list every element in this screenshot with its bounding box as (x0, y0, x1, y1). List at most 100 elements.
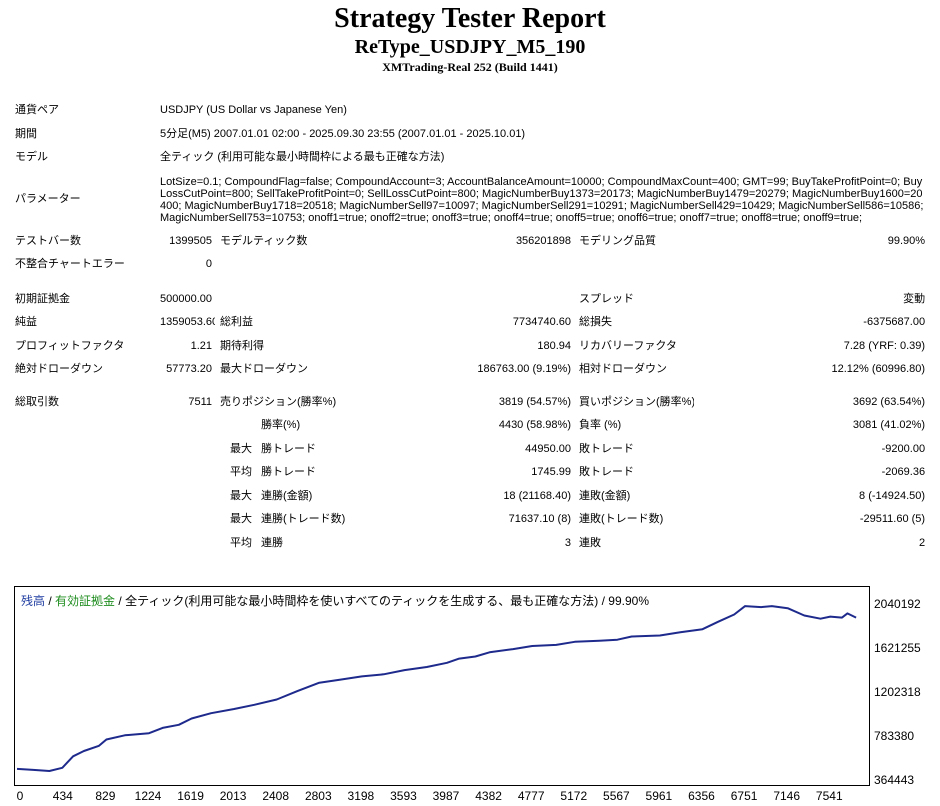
report-table: 通貨ペア USDJPY (US Dollar vs Japanese Yen) … (10, 99, 928, 555)
x-tick-label: 4382 (475, 789, 502, 803)
mismatch-row: 不整合チャートエラー 0 (10, 253, 928, 277)
model-value: 全ティック (利用可能な最小時間枠による最も正確な方法) (160, 151, 445, 164)
chart-plot-area: 残高 / 有効証拠金 / 全ティック(利用可能な最小時間枠を使いすべてのティック… (14, 586, 870, 786)
gross-loss-value: -6375687.00 (863, 316, 926, 329)
cons-wins-row: 最大 連勝(金額) 18 (21168.40) 連敗(金額) 8 (-14924… (10, 485, 928, 509)
x-tick-label: 829 (95, 789, 116, 803)
cons-losses-label: 連敗(金額) (579, 489, 631, 502)
avg-cons-wins-label: 連勝 (261, 536, 283, 549)
symbol-row: 通貨ペア USDJPY (US Dollar vs Japanese Yen) (10, 99, 928, 123)
x-tick-label: 6751 (730, 789, 758, 803)
y-tick-label: 364443 (874, 773, 915, 787)
deposit-value: 500000.00 (160, 292, 212, 305)
bars-value: 1399505 (169, 234, 212, 247)
y-tick-label: 783380 (874, 729, 915, 743)
x-tick-label: 7146 (773, 789, 801, 803)
abs-dd-value: 57773.20 (166, 363, 212, 376)
largest-loss-value: -9200.00 (881, 442, 926, 455)
legend-separator: / (45, 594, 56, 608)
report-subtitle: ReType_USDJPY_M5_190 (354, 36, 586, 58)
report-header: Strategy Tester Report ReType_USDJPY_M5_… (0, 0, 940, 75)
total-trades-value: 7511 (188, 395, 212, 408)
x-tick-label: 5567 (603, 789, 630, 803)
max-dd-label: 最大ドローダウン (220, 363, 308, 376)
loss-value: 3081 (41.02%) (852, 419, 926, 432)
params-value: LotSize=0.1; CompoundFlag=false; Compoun… (160, 175, 924, 224)
cons-loss-value: -29511.60 (5) (859, 513, 926, 526)
win-value: 4430 (58.98%) (498, 419, 571, 432)
x-tick-label: 2408 (262, 789, 290, 803)
mismatch-label: 不整合チャートエラー (15, 258, 125, 271)
avg-word: 平均 (230, 536, 252, 549)
pf-label: プロフィットファクタ (15, 339, 125, 352)
server-info: XMTrading-Real 252 (Build 1441) (382, 60, 558, 74)
loss-label: 負率 (%) (579, 419, 622, 432)
net-value: 1359053.60 (160, 316, 215, 329)
short-label: 売りポジション(勝率%) (220, 395, 337, 408)
period-row: 期間 5分足(M5) 2007.01.01 02:00 - 2025.09.30… (10, 123, 928, 147)
win-rate-row: 勝率(%) 4430 (58.98%) 負率 (%) 3081 (41.02%) (10, 414, 928, 438)
legend-equity: 有効証拠金 (55, 594, 116, 608)
rel-dd-value: 12.12% (60996.80) (831, 363, 926, 376)
legend-balance: 残高 (21, 594, 46, 608)
cons-losses-value: 8 (-14924.50) (859, 489, 926, 502)
gross-profit-label: 総利益 (220, 316, 253, 329)
x-tick-label: 4777 (517, 789, 545, 803)
total-trades-label: 総取引数 (15, 395, 59, 408)
rel-dd-label: 相対ドローダウン (579, 363, 667, 376)
avg-word: 平均 (230, 466, 252, 479)
max-word: 最大 (230, 513, 252, 526)
win-label: 勝率(%) (261, 419, 301, 432)
x-tick-label: 3593 (390, 789, 417, 803)
balance-line (16, 605, 857, 772)
avg-loss-value: -2069.36 (881, 466, 926, 479)
y-tick-label: 2040192 (874, 597, 921, 611)
max-word: 最大 (230, 442, 252, 455)
pf-row: プロフィットファクタ 1.21 期待利得 180.94 リカバリーファクタ 7.… (10, 335, 928, 359)
model-label: モデル (15, 151, 48, 164)
largest-win-label: 勝トレード (261, 442, 316, 455)
x-tick-label: 0 (16, 789, 24, 803)
x-tick-label: 5172 (560, 789, 588, 803)
symbol-label: 通貨ペア (15, 104, 59, 117)
ticks-value: 356201898 (515, 234, 571, 247)
balance-chart: 残高 / 有効証拠金 / 全ティック(利用可能な最小時間枠を使いすべてのティック… (14, 586, 930, 806)
y-tick-label: 1202318 (874, 684, 921, 699)
rf-value: 7.28 (YRF: 0.39) (843, 339, 926, 352)
total-trades-row: 総取引数 7511 売りポジション(勝率%) 3819 (54.57%) 買いポ… (10, 391, 928, 415)
net-row: 純益 1359053.60 総利益 7734740.60 総損失 -637568… (10, 311, 928, 335)
legend-separator: / (115, 594, 126, 608)
rf-label: リカバリーファクタ (579, 339, 677, 352)
short-value: 3819 (54.57%) (498, 395, 571, 408)
avg-cons-wins-value: 3 (564, 536, 571, 549)
net-label: 純益 (15, 316, 37, 329)
x-tick-label: 7541 (815, 789, 843, 803)
payoff-label: 期待利得 (220, 339, 264, 352)
cons-wins-value: 18 (21168.40) (503, 489, 571, 502)
cons-profit-label: 連勝(トレード数) (261, 513, 346, 526)
largest-win-value: 44950.00 (525, 442, 571, 455)
gross-profit-value: 7734740.60 (512, 316, 571, 329)
ticks-label: モデルティック数 (220, 234, 308, 247)
quality-label: モデリング品質 (579, 234, 656, 247)
quality-value: 99.90% (887, 234, 926, 247)
avg-win-label: 勝トレード (261, 466, 316, 479)
legend-model: 全ティック(利用可能な最小時間枠を使いすべてのティックを生成する、最も正確な方法… (125, 594, 649, 608)
abs-dd-label: 絶対ドローダウン (15, 363, 103, 376)
mismatch-value: 0 (205, 258, 212, 271)
max-word: 最大 (230, 489, 252, 502)
cons-wins-label: 連勝(金額) (261, 489, 313, 502)
x-tick-label: 2013 (219, 789, 247, 803)
largest-row: 最大 勝トレード 44950.00 敗トレード -9200.00 (10, 438, 928, 462)
deposit-row: 初期証拠金 500000.00 スプレッド 変動 (10, 288, 928, 312)
x-tick-label: 434 (52, 789, 73, 803)
avg-win-value: 1745.99 (531, 466, 571, 479)
average-row: 平均 勝トレード 1745.99 敗トレード -2069.36 (10, 461, 928, 485)
cons-loss-label: 連敗(トレード数) (579, 513, 664, 526)
report-title: Strategy Tester Report (334, 3, 606, 34)
avg-cons-losses-label: 連敗 (579, 536, 601, 549)
dd-row: 絶対ドローダウン 57773.20 最大ドローダウン 186763.00 (9.… (10, 358, 928, 382)
long-value: 3692 (63.54%) (852, 395, 926, 408)
pf-value: 1.21 (190, 339, 212, 352)
params-label: パラメーター (15, 193, 81, 205)
